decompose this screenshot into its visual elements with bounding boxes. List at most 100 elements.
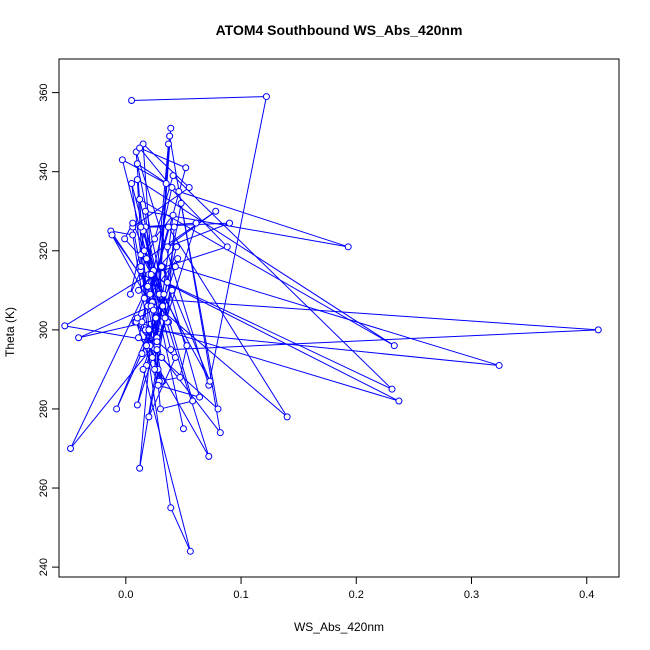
data-point: [128, 97, 136, 105]
data-point: [118, 156, 126, 164]
data-point: [390, 342, 398, 350]
series-segment: [146, 210, 216, 260]
data-point: [75, 334, 83, 342]
data-point: [121, 235, 129, 243]
data-point: [223, 243, 231, 251]
series-segment: [110, 230, 133, 236]
x-tick-label: 0.3: [464, 589, 479, 601]
series-segment: [170, 507, 191, 552]
data-point: [167, 346, 175, 354]
y-tick-label: 240: [38, 558, 50, 576]
data-point: [161, 314, 169, 322]
data-point: [395, 397, 403, 405]
series-segment: [116, 329, 150, 410]
data-point: [170, 223, 178, 231]
data-point: [168, 286, 176, 294]
data-point: [108, 231, 116, 239]
data-point: [206, 377, 214, 385]
data-point: [169, 211, 177, 219]
data-point: [136, 195, 144, 203]
data-point: [185, 184, 193, 192]
series-segment: [70, 341, 158, 449]
data-point: [139, 365, 147, 373]
data-point: [168, 184, 176, 192]
data-point: [133, 401, 141, 409]
y-tick-label: 300: [38, 321, 50, 339]
y-axis-label: Theta (K): [3, 307, 17, 357]
series-segment: [145, 329, 500, 366]
data-point: [175, 187, 183, 195]
series-segment: [144, 297, 599, 331]
data-point: [183, 342, 191, 350]
series-segment: [175, 266, 500, 366]
data-point: [128, 180, 136, 188]
data-point: [164, 223, 172, 231]
data-point: [154, 381, 162, 389]
data-point: [145, 326, 153, 334]
series-segment: [141, 329, 150, 354]
series-segment: [146, 258, 184, 429]
data-point: [61, 322, 69, 330]
data-point: [163, 243, 171, 251]
data-point: [147, 271, 155, 279]
x-axis-label: WS_Abs_420nm: [294, 620, 384, 634]
data-point: [262, 93, 270, 101]
y-tick-label: 260: [38, 479, 50, 497]
series-segment: [139, 317, 166, 469]
data-point: [171, 354, 179, 362]
data-point: [129, 219, 137, 227]
data-point: [173, 243, 181, 251]
data-point: [192, 219, 200, 227]
series-segment: [145, 210, 349, 248]
data-point: [177, 199, 185, 207]
data-point: [171, 263, 179, 271]
series-segment: [178, 190, 349, 248]
series-segment: [136, 321, 400, 402]
data-point: [143, 342, 151, 350]
series-segment: [116, 305, 164, 410]
series-segment: [165, 183, 228, 248]
data-point: [146, 290, 154, 298]
data-point: [67, 444, 75, 452]
series-segment: [166, 282, 201, 398]
data-point: [133, 314, 141, 322]
data-point: [166, 132, 174, 140]
data-point: [388, 385, 396, 393]
data-point: [162, 180, 170, 188]
series-segment: [172, 175, 393, 390]
x-tick-label: 0.0: [118, 589, 133, 601]
data-point: [141, 207, 149, 215]
data-point: [495, 361, 503, 369]
series-segment: [152, 301, 288, 418]
data-point: [179, 425, 187, 433]
series-segment: [150, 274, 165, 295]
data-point: [153, 338, 161, 346]
x-tick-label: 0.1: [233, 589, 248, 601]
data-point: [174, 255, 182, 263]
data-point: [145, 413, 153, 421]
y-tick-label: 360: [38, 83, 50, 101]
data-point: [140, 247, 148, 255]
data-point: [133, 176, 141, 184]
data-point: [148, 354, 156, 362]
data-point: [136, 464, 144, 472]
y-tick-label: 320: [38, 242, 50, 260]
series-segment: [167, 222, 230, 248]
x-tick-label: 0.4: [579, 589, 594, 601]
data-point: [158, 354, 166, 362]
data-point: [137, 223, 145, 231]
data-point: [189, 397, 197, 405]
series-segment: [122, 159, 167, 184]
data-point: [226, 219, 234, 227]
data-point: [144, 282, 152, 290]
data-point: [149, 306, 157, 314]
data-point: [214, 405, 222, 413]
x-tick-label: 0.2: [349, 589, 364, 601]
series-segment: [146, 345, 172, 508]
data-point: [135, 286, 143, 294]
data-point: [113, 405, 121, 413]
data-point: [283, 413, 291, 421]
data-point: [143, 255, 151, 263]
